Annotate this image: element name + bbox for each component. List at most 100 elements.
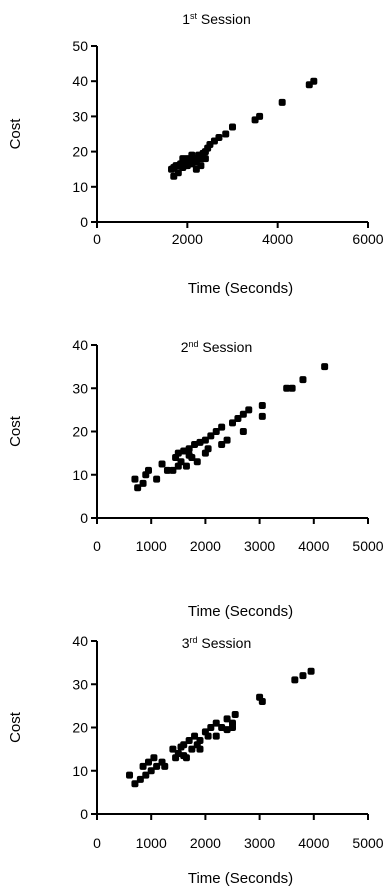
y-tick-label: 30: [72, 676, 88, 692]
data-point: [201, 436, 209, 444]
data-point: [258, 698, 266, 706]
data-point: [201, 449, 209, 457]
data-point: [283, 384, 291, 392]
data-point: [174, 449, 182, 457]
y-tick-label: 0: [80, 510, 88, 526]
x-tick-label: 5000: [352, 538, 383, 554]
data-point: [180, 752, 188, 760]
data-point: [299, 376, 307, 384]
data-point: [223, 436, 231, 444]
data-point: [239, 410, 247, 418]
data-point: [182, 462, 190, 470]
data-point: [256, 112, 264, 120]
chart-3: 0 10 20 30 40 0 1000 2000 3000 4000 5000 3rd Sessio…: [7, 633, 384, 887]
data-point: [218, 724, 226, 731]
data-point: [278, 98, 286, 106]
data-point: [185, 451, 193, 459]
data-point: [153, 762, 161, 770]
data-point: [191, 440, 199, 448]
data-point: [229, 724, 236, 731]
data-point: [196, 736, 204, 744]
y-tick-label: 50: [72, 38, 88, 54]
data-point: [174, 749, 182, 757]
data-point: [179, 155, 187, 163]
data-point: [131, 780, 139, 788]
data-point: [188, 745, 196, 753]
data-point: [229, 419, 236, 427]
x-tick-label: 4000: [298, 538, 329, 554]
chart-title: 3rd Session: [182, 635, 252, 651]
data-point: [180, 741, 188, 749]
data-point: [147, 767, 155, 775]
data-point: [153, 475, 161, 483]
data-point: [229, 123, 236, 131]
data-point: [307, 667, 315, 675]
data-point: [212, 732, 220, 740]
data-point: [131, 475, 139, 483]
data-point: [245, 406, 253, 414]
y-tick-label: 40: [72, 73, 88, 89]
data-point: [196, 438, 204, 446]
data-point: [258, 402, 266, 410]
y-tick-label: 40: [72, 337, 88, 353]
x-tick-label: 0: [93, 538, 101, 554]
y-axis-label: Cost: [7, 711, 24, 743]
y-tick-label: 10: [72, 467, 88, 483]
data-point: [215, 134, 223, 142]
x-tick-label: 3000: [244, 538, 275, 554]
x-tick-label: 4000: [262, 231, 293, 247]
data-point: [207, 432, 215, 440]
data-point: [207, 724, 215, 731]
data-point: [196, 745, 204, 753]
data-point: [170, 163, 178, 171]
data-point: [218, 440, 226, 448]
data-point: [126, 771, 134, 779]
x-tick-label: 1000: [136, 835, 167, 851]
x-tick-label: 1000: [136, 538, 167, 554]
data-point: [174, 462, 182, 470]
x-tick-label: 6000: [352, 231, 383, 247]
data-point: [299, 672, 307, 680]
data-point: [321, 363, 329, 371]
x-tick-label: 2000: [190, 538, 221, 554]
x-tick-label: 5000: [352, 835, 383, 851]
data-point: [197, 162, 205, 170]
chart-title: 1st Session: [182, 11, 251, 27]
data-point: [185, 445, 193, 453]
data-point: [188, 151, 196, 159]
data-point: [258, 412, 266, 420]
data-point: [139, 479, 147, 487]
data-point: [288, 384, 296, 392]
data-point: [222, 130, 230, 138]
x-tick-label: 0: [93, 231, 101, 247]
data-point: [163, 466, 171, 474]
y-axis-label: Cost: [7, 415, 24, 447]
y-axis-label: Cost: [7, 118, 24, 150]
chart-1: 0 10 20 30 40 50 0 2000 4000 6000 1st Session Time …: [7, 11, 384, 297]
y-tick-label: 10: [72, 179, 88, 195]
data-point: [231, 711, 239, 719]
data-point: [193, 458, 201, 466]
data-point: [223, 726, 231, 734]
data-point: [142, 771, 150, 779]
data-point: [191, 732, 199, 740]
data-point: [180, 447, 188, 455]
y-tick-label: 0: [80, 214, 88, 230]
y-tick-label: 0: [80, 806, 88, 822]
data-point: [134, 484, 142, 492]
y-tick-label: 10: [72, 763, 88, 779]
data-point: [201, 155, 209, 163]
data-point: [144, 758, 152, 766]
data-point: [291, 676, 299, 684]
y-tick-label: 20: [72, 720, 88, 736]
data-point: [234, 415, 242, 423]
y-tick-label: 30: [72, 380, 88, 396]
data-point: [150, 754, 158, 762]
x-tick-label: 2000: [190, 835, 221, 851]
data-point: [169, 466, 177, 474]
data-point: [144, 466, 152, 474]
data-point: [185, 736, 193, 744]
x-tick-label: 3000: [244, 835, 275, 851]
